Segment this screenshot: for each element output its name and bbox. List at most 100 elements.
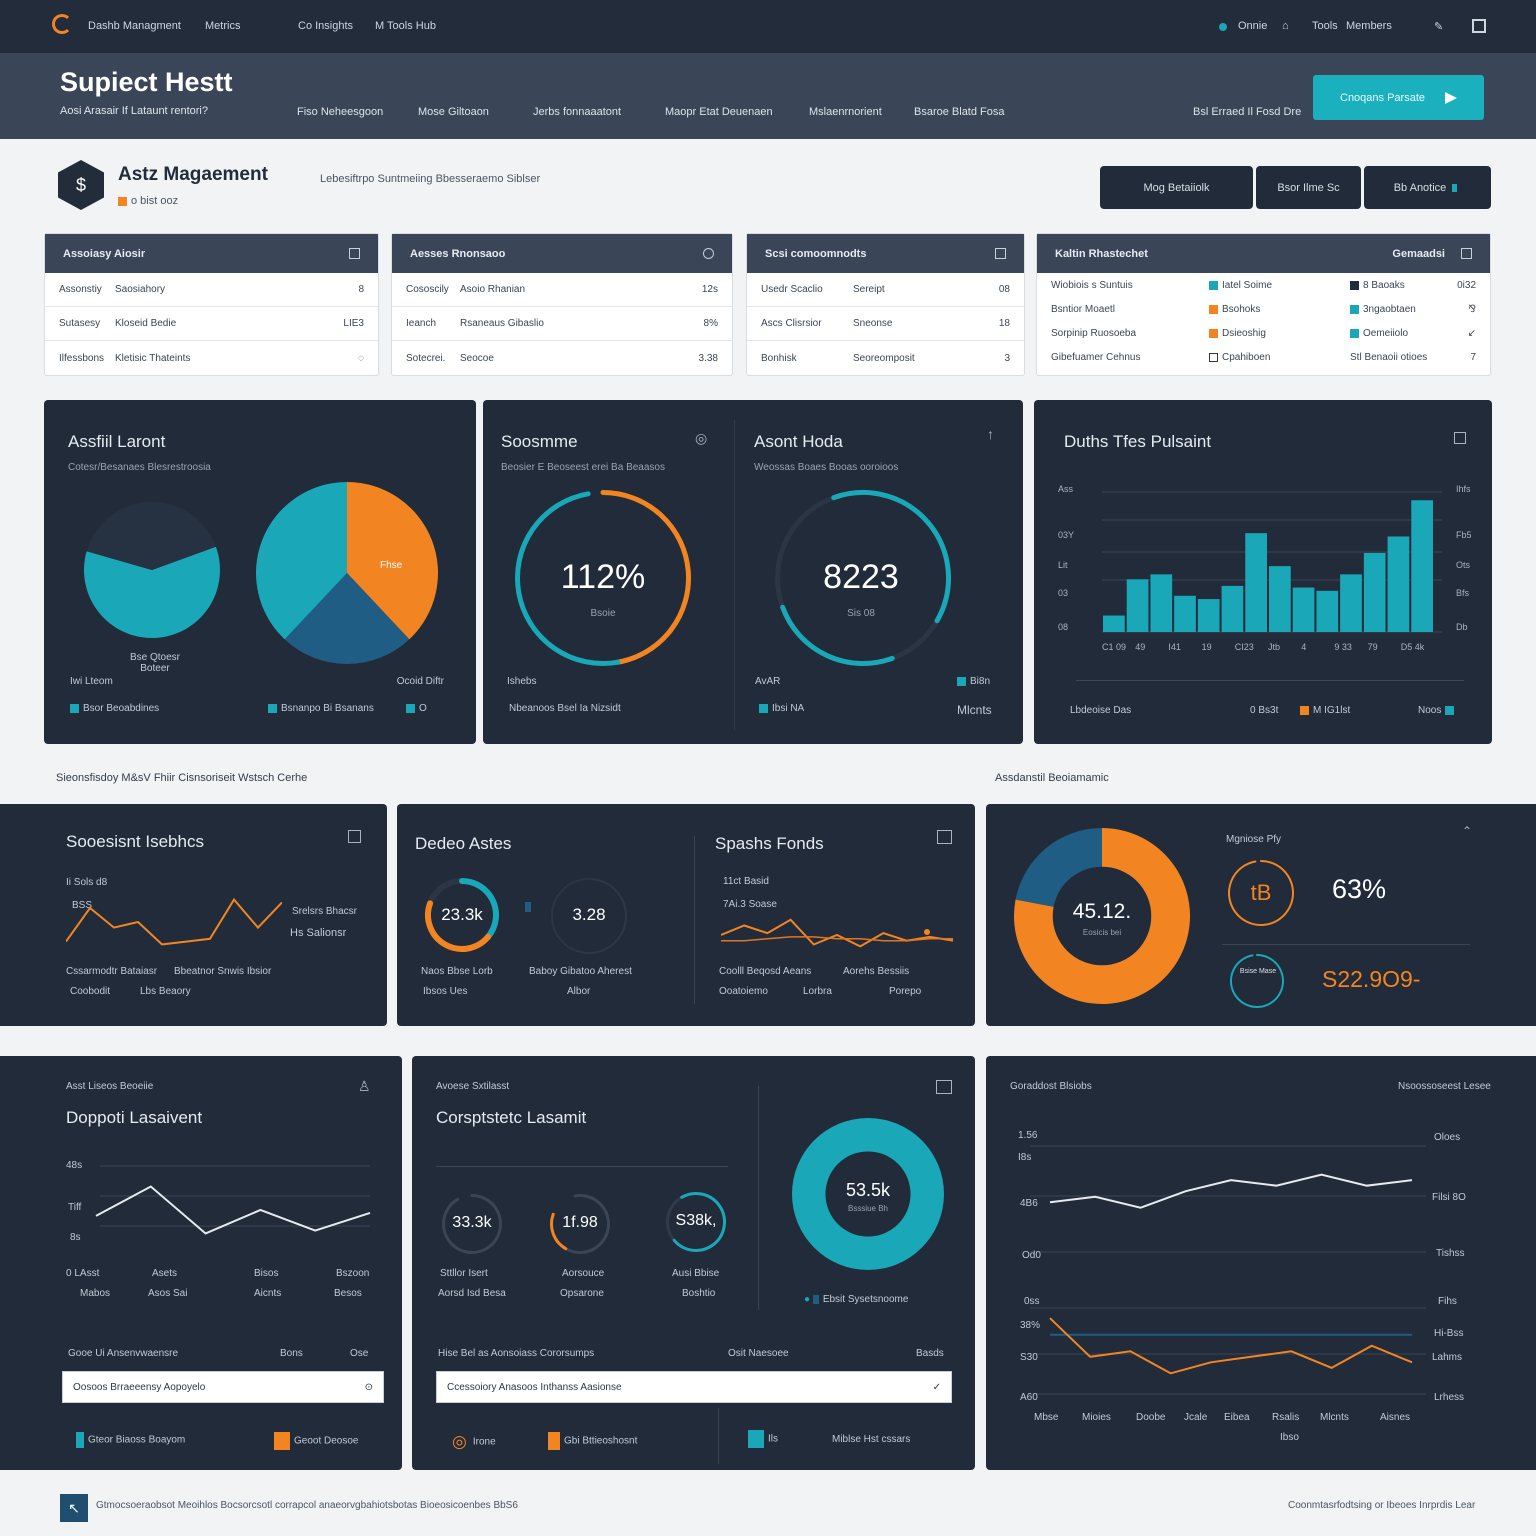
gauge-label: Bsoie (590, 608, 616, 619)
filter-input[interactable]: Ccessoiory Anasoos Inthanss Aasionse ✓ (436, 1371, 952, 1403)
top-nav-item[interactable]: Metrics (205, 20, 241, 32)
top-nav-item[interactable]: M Tools Hub (375, 20, 436, 32)
panel-tag: Avoese Sxtilasst (436, 1081, 510, 1092)
axis-label: Aisnes (1380, 1412, 1411, 1423)
arrow-up-icon[interactable]: ↑ (987, 426, 994, 442)
tab-item[interactable]: Jerbs fonnaaatont (533, 106, 622, 118)
list-item[interactable]: Usedr Scaclio Sereipt 08 (747, 273, 1024, 307)
bar-chart-panel: Duths Tfes Pulsaint Ass 03Y Lit 03 08 Ihfs Fb5… (1034, 400, 1492, 744)
expand-icon[interactable] (349, 248, 360, 259)
gauge-value: tB (1250, 880, 1272, 905)
action-button[interactable]: Bsor Ilme Sc (1256, 166, 1361, 209)
list-item[interactable]: Ilfessbons Kletisic Thateints ◌ (59, 352, 364, 364)
axis-label: Tishss (1436, 1248, 1465, 1259)
logo-icon[interactable] (52, 14, 72, 34)
chart-label: 11ct Basid (723, 876, 769, 887)
gauges-donut-panel: Avoese Sxtilasst Corsptstetc Lasamit 33.… (412, 1056, 975, 1470)
user-icon[interactable]: ♙ (358, 1078, 371, 1094)
legend-item[interactable]: Geoot Deosoe (274, 1432, 359, 1450)
small-gauge (666, 1192, 726, 1252)
top-right-item[interactable]: Onnie (1238, 20, 1268, 32)
home-icon[interactable]: ⌂ (1282, 20, 1289, 32)
panel-title: Aesses Rnonsaoo (410, 247, 506, 260)
brand-badge: o bist ooz (118, 195, 178, 207)
list-item[interactable]: Cososcily Asoio Rhanian 12s (392, 273, 732, 307)
action-button[interactable]: Bb Anotice (1364, 166, 1491, 209)
gauge-arc (1228, 860, 1294, 926)
series-line (1049, 1173, 1413, 1209)
axis-label: 0 LAsst (66, 1268, 100, 1279)
top-right-item[interactable]: Tools (1312, 20, 1338, 32)
gauge-arc (515, 491, 621, 666)
tab-item[interactable]: Bsaroe Blatd Fosa (914, 106, 1005, 118)
field-label: Gooe Ui Ansenvwaensre (68, 1348, 179, 1359)
tab-item[interactable]: Fiso Neheesgoon (297, 106, 384, 118)
axis-label: 8s (70, 1232, 81, 1243)
list-item[interactable]: Sotecrei. Seocoe 3.38 (406, 352, 718, 364)
expand-icon[interactable] (1454, 432, 1466, 444)
small-gauge (425, 878, 499, 952)
expand-icon[interactable] (937, 830, 952, 844)
expand-icon[interactable] (1461, 248, 1472, 259)
list-item[interactable]: Ieanch Rsaneaus Gibaslio 8% (392, 307, 732, 341)
filter-input[interactable]: Oosoos Brraeeensy Aopoyelo ⊙ (62, 1371, 384, 1403)
pie-slice (86, 502, 216, 570)
panel-header-right: Nsoossoseest Lesee (1398, 1081, 1491, 1092)
y-tick-label: 03Y (1058, 530, 1074, 540)
list-item[interactable]: Bonhisk Seoreomposit 3 (761, 352, 1010, 364)
pie-panel: Assfiil Laront Cotesr/Besanaes Blesrestr… (44, 400, 476, 744)
expand-icon[interactable] (995, 248, 1006, 259)
list-item[interactable]: Ascs Clisrsior Sneonse 18 (747, 307, 1024, 341)
tab-item[interactable]: Mslaenrnorient (809, 106, 882, 118)
panel-title: Assoiasy Aiosir (63, 247, 146, 260)
grid-icon[interactable] (1472, 19, 1486, 33)
x-tick-label: 19 (1202, 642, 1212, 652)
top-nav-item[interactable]: Dashb Managment (88, 20, 181, 32)
brand-title: Astz Magaement (118, 164, 268, 185)
small-gauge (1230, 954, 1284, 1008)
legend-item[interactable]: Gbi Bttieoshosnt (548, 1432, 637, 1450)
summary-panel: Kaltin Rhastechet Gemaadsi Wiobiois s Sun… (1036, 233, 1491, 376)
axis-label: 0ss (1024, 1296, 1040, 1307)
list-item[interactable]: Assonstiy Saosiahory 8 (45, 273, 378, 307)
legend-item[interactable]: Ils (748, 1430, 778, 1448)
page-subtitle: Aosi Arasair If Lataunt rentori? (60, 105, 208, 117)
list-item[interactable]: Wiobiois s Suntuis Iatel Soime 8 Baoaks 0i3… (1051, 279, 1476, 291)
top-nav-item[interactable]: Co Insights (298, 20, 354, 32)
footer-logo-icon[interactable]: ↖ (60, 1494, 88, 1522)
divider (436, 1166, 728, 1167)
caption: Opsarone (560, 1288, 604, 1299)
edit-icon[interactable]: ✎ (1434, 21, 1444, 33)
gauge-arc (442, 1194, 502, 1254)
list-item[interactable]: Gibefuamer Cehnus Cpahiboen Stl Benaoii ot… (1051, 351, 1476, 363)
action-button[interactable]: Mog Betaiiolk (1100, 166, 1253, 209)
gauge-arc (425, 900, 492, 952)
settings-icon[interactable]: ◎ (695, 430, 708, 446)
search-icon[interactable] (703, 248, 714, 259)
bar (1174, 595, 1196, 632)
axis-label: Bszoon (336, 1268, 370, 1279)
tab-item[interactable]: Maopr Etat Deuenaen (665, 106, 773, 118)
tab-item[interactable]: Mose Giltoaon (418, 106, 489, 118)
axis-label: Mlcnts (1320, 1412, 1349, 1423)
section-label: Assdanstil Beoiamamic (995, 772, 1109, 784)
collapse-icon[interactable]: ⌃ (1462, 824, 1473, 838)
gauge-value: 8223 (823, 558, 899, 596)
list-item[interactable]: Bsntior Moaetl Bsohoks 3ngaobtaen ⅋ (1051, 303, 1476, 315)
primary-cta-button[interactable]: Cnoqans Parsate (1313, 75, 1484, 120)
bar (1269, 566, 1291, 632)
list-item[interactable]: Sorpinip Ruosoeba Dsieoshig Oemeiiolo ↙ (1051, 327, 1476, 339)
donut-chart (792, 1118, 944, 1270)
legend-item[interactable]: Miblse Hst cssars (832, 1434, 911, 1445)
top-right-item[interactable]: Members (1346, 20, 1392, 32)
legend-item[interactable]: Gteor Biaoss Boayom (76, 1432, 185, 1448)
expand-icon[interactable] (348, 830, 361, 843)
chart-caption: Bbeatnor Snwis Ibsior (174, 966, 272, 977)
axis-label: Doobe (1136, 1412, 1166, 1423)
checkmark-icon: ✓ (932, 1381, 941, 1393)
legend-item[interactable]: ◎ Irone (452, 1432, 496, 1451)
list-item[interactable]: Sutasesy Kloseid Bedie LIE3 (45, 307, 378, 341)
chart-caption: Aorehs Bessiis (843, 966, 910, 977)
axis-label: Mioies (1082, 1412, 1111, 1423)
checkbox-icon[interactable] (936, 1080, 952, 1094)
